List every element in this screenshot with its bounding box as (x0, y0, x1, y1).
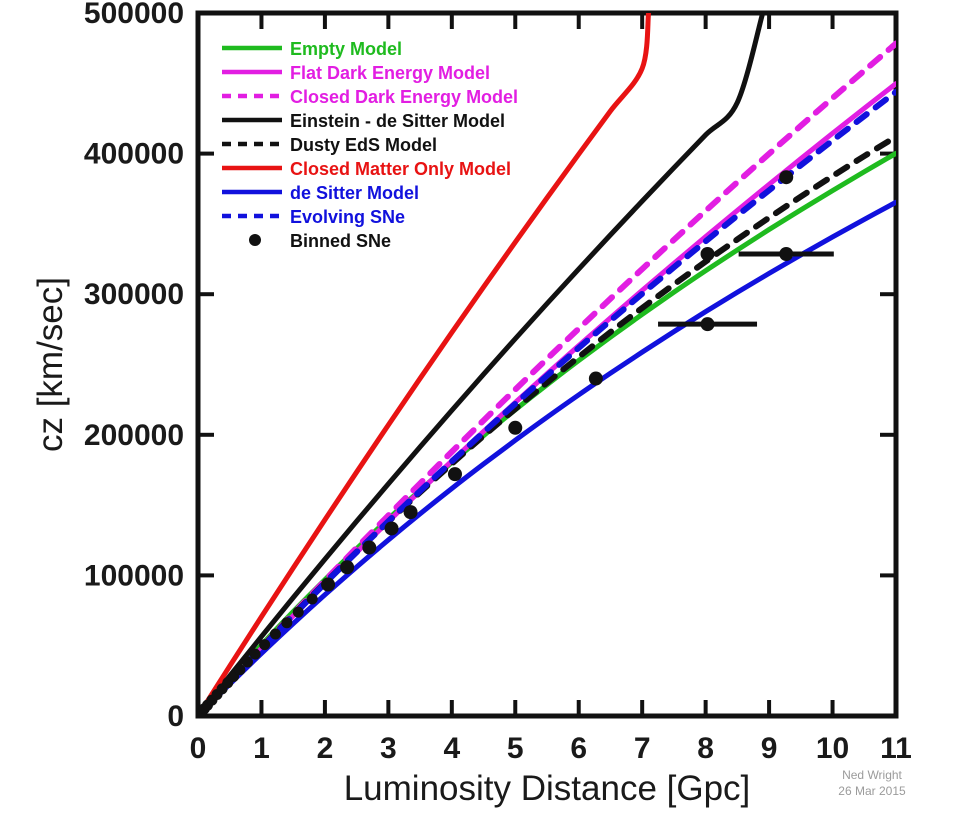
binned-sne-point (306, 593, 318, 605)
binned-sne-point (234, 664, 246, 676)
x-tick-label: 11 (880, 732, 912, 765)
legend-label: Dusty EdS Model (290, 135, 437, 155)
y-tick-label: 100000 (84, 559, 184, 592)
binned-sne-point (403, 505, 418, 520)
y-tick-label: 300000 (84, 278, 184, 311)
y-axis-title: cz [km/sec] (31, 277, 70, 452)
legend-label: Einstein - de Sitter Model (290, 111, 505, 131)
legend-label: Flat Dark Energy Model (290, 63, 490, 83)
legend-marker-icon (249, 234, 261, 246)
binned-sne-point (384, 521, 399, 536)
legend-label: Evolving SNe (290, 207, 405, 227)
x-tick-label: 6 (570, 732, 587, 765)
binned-sne-point (447, 467, 462, 482)
y-tick-label: 400000 (84, 138, 184, 171)
series-curve (198, 199, 896, 716)
series-curve (198, 13, 652, 716)
x-tick-label: 4 (443, 732, 460, 765)
legend-label: Empty Model (290, 39, 402, 59)
credit-date: 26 Mar 2015 (838, 784, 906, 798)
binned-sne-point (259, 639, 271, 651)
x-tick-label: 7 (634, 732, 651, 765)
legend-label: de Sitter Model (290, 183, 419, 203)
binned-sne-point (779, 170, 794, 185)
x-tick-label: 8 (697, 732, 714, 765)
binned-sne-point (700, 317, 715, 332)
binned-sne-point (508, 420, 523, 435)
x-tick-label: 5 (507, 732, 524, 765)
binned-sne-point (249, 648, 261, 660)
y-tick-label: 0 (167, 700, 184, 733)
x-tick-label: 2 (317, 732, 334, 765)
legend-label: Closed Dark Energy Model (290, 87, 518, 107)
x-tick-label: 9 (761, 732, 778, 765)
y-tick-label: 500000 (84, 0, 184, 30)
x-tick-label: 3 (380, 732, 397, 765)
legend-label: Closed Matter Only Model (290, 159, 511, 179)
binned-sne-point (700, 246, 715, 261)
series-curve (198, 13, 766, 716)
binned-sne-point (362, 540, 377, 555)
x-tick-label: 1 (253, 732, 270, 765)
binned-sne-point (588, 371, 603, 386)
binned-sne-point (269, 628, 281, 640)
binned-sne-point (281, 617, 293, 629)
binned-sne-point (292, 606, 304, 618)
x-tick-label: 10 (816, 732, 849, 765)
x-tick-label: 0 (190, 732, 207, 765)
legend-label: Binned SNe (290, 231, 391, 251)
credit-name: Ned Wright (842, 768, 902, 782)
binned-sne-point (241, 656, 253, 668)
x-axis-title: Luminosity Distance [Gpc] (344, 769, 751, 808)
binned-sne-point (340, 560, 355, 575)
series-curve (198, 88, 896, 716)
plot-frame (195, 10, 899, 719)
binned-sne-point (779, 246, 794, 261)
y-tick-label: 200000 (84, 419, 184, 452)
binned-sne-point (321, 577, 336, 592)
